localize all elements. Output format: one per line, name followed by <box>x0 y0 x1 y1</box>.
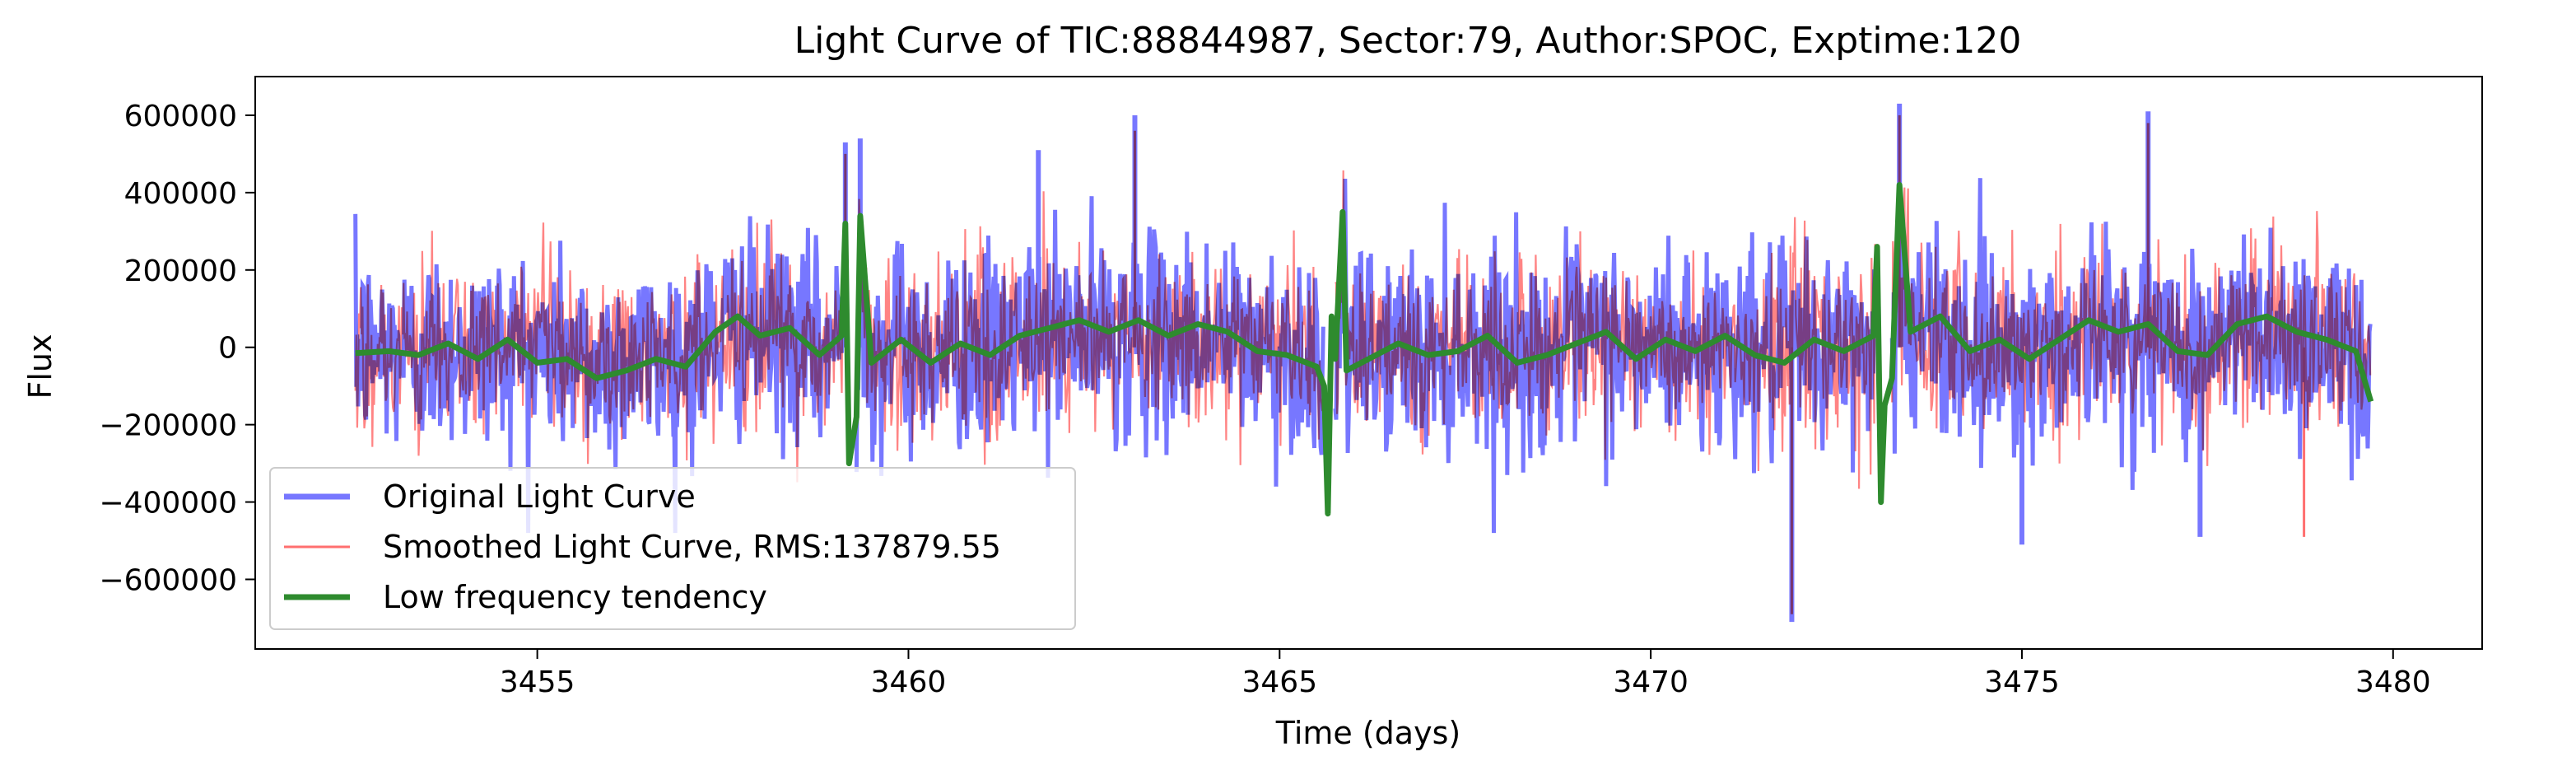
y-tick-label: 600000 <box>124 100 237 133</box>
legend-label-tendency: Low frequency tendency <box>383 579 767 615</box>
legend-label-smoothed: Smoothed Light Curve, RMS:137879.55 <box>383 529 1001 565</box>
legend-frame <box>269 467 1076 630</box>
y-tick-label: −200000 <box>99 409 237 443</box>
series-segment <box>854 196 1325 487</box>
chart-title: Light Curve of TIC:88844987, Sector:79, … <box>794 20 2022 62</box>
y-tick-label: 0 <box>218 332 237 366</box>
series-segment <box>1891 187 2372 466</box>
series-tendency <box>355 182 2374 517</box>
y-tick-label: 400000 <box>124 177 237 211</box>
x-axis-label: Time (days) <box>1275 715 1460 751</box>
x-tick-label: 3465 <box>1241 665 1317 699</box>
y-tick-label: −400000 <box>99 487 237 521</box>
x-tick-label: 3475 <box>1984 665 2060 699</box>
y-axis-label: Flux <box>22 334 58 399</box>
plot-frame <box>254 76 2483 650</box>
y-axis: −600000 −400000 −200000 0 200000 400000 600000 <box>99 100 255 597</box>
series-segment <box>855 191 1325 465</box>
y-tick-label: 200000 <box>124 254 237 288</box>
x-tick-label: 3455 <box>500 665 575 699</box>
x-tick-label: 3480 <box>2355 665 2431 699</box>
legend-label-original: Original Light Curve <box>383 479 696 515</box>
legend: Original Light Curve Smoothed Light Curv… <box>269 467 1076 630</box>
y-tick-label: −600000 <box>99 563 237 597</box>
x-axis: 3455 3460 3465 3470 3475 3480 <box>500 649 2431 699</box>
plot-area <box>254 76 2483 650</box>
series-segment <box>354 219 845 483</box>
series-segment <box>1335 170 1882 489</box>
tendency-line <box>355 182 2374 517</box>
x-tick-label: 3470 <box>1613 665 1689 699</box>
x-tick-label: 3460 <box>871 665 947 699</box>
